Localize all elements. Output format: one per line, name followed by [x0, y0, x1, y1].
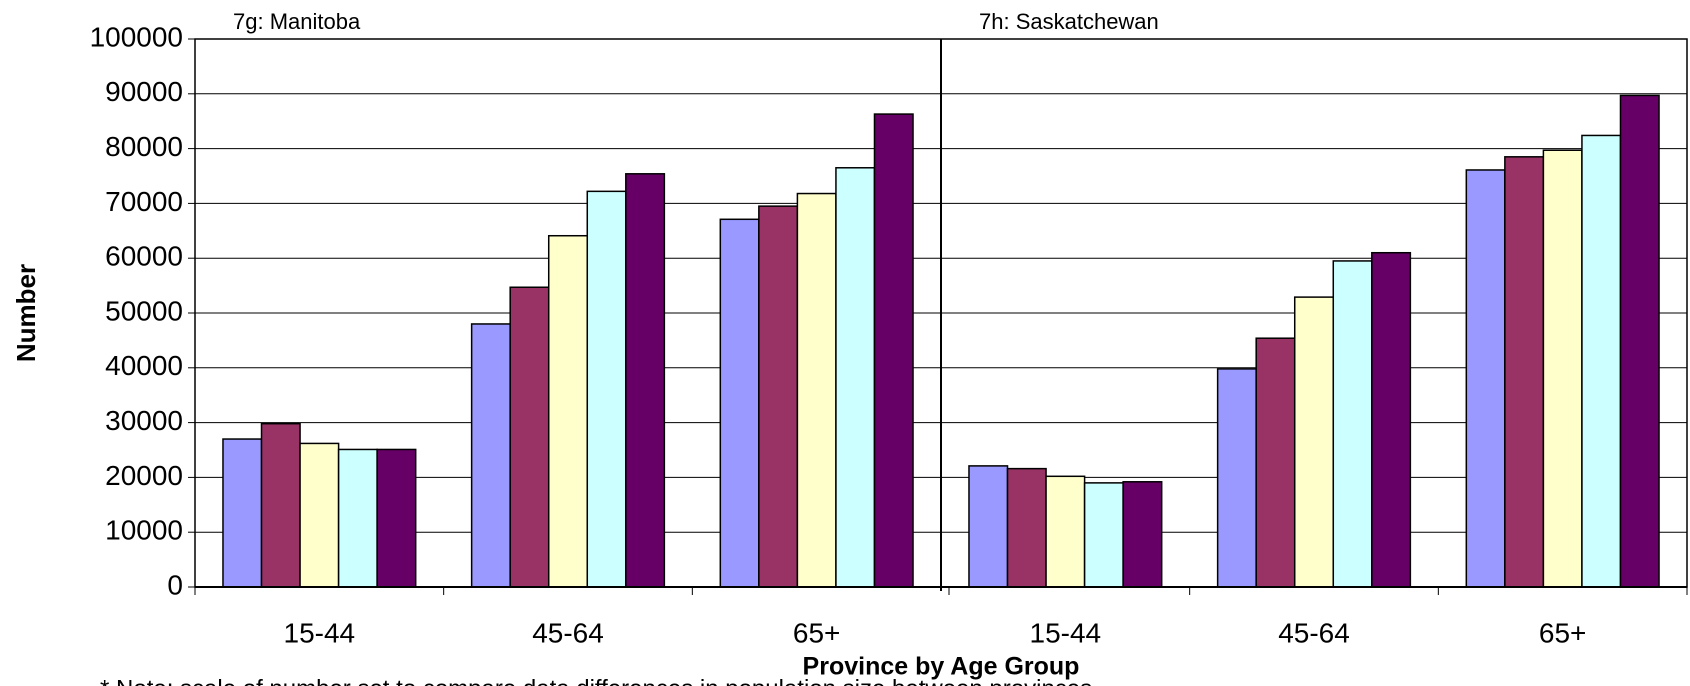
- y-tick-label: 50000: [105, 295, 183, 326]
- bar: [1083, 482, 1124, 588]
- bar: [1581, 134, 1622, 588]
- bar: [1006, 467, 1047, 588]
- bar: [1122, 481, 1163, 588]
- bar: [625, 173, 666, 588]
- y-tick-label: 90000: [105, 76, 183, 107]
- panel-title: 7g: Manitoba: [233, 9, 361, 34]
- bar: [1332, 260, 1373, 588]
- y-tick-label: 100000: [90, 21, 183, 52]
- bar: [586, 190, 627, 588]
- x-axis-title: Province by Age Group: [803, 653, 1080, 681]
- y-tick-label: 20000: [105, 460, 183, 491]
- bar: [337, 448, 378, 588]
- y-tick-label: 10000: [105, 515, 183, 546]
- x-tick-label: 45-64: [1278, 617, 1350, 648]
- y-tick-label: 80000: [105, 131, 183, 162]
- bar: [1465, 169, 1506, 588]
- x-tick-label: 15-44: [1030, 617, 1102, 648]
- y-axis-title: Number: [11, 264, 41, 362]
- bar: [719, 218, 760, 588]
- bar: [1504, 156, 1545, 588]
- y-tick-label: 70000: [105, 186, 183, 217]
- bar: [509, 286, 550, 588]
- bar: [1293, 296, 1335, 588]
- bar: [835, 167, 876, 588]
- bar: [796, 192, 837, 588]
- x-tick-label: 45-64: [532, 617, 604, 648]
- y-tick-label: 40000: [105, 350, 183, 381]
- bar: [1619, 94, 1660, 588]
- bar: [1542, 149, 1583, 588]
- bar: [1255, 337, 1296, 588]
- panel-title: 7h: Saskatchewan: [979, 9, 1159, 34]
- x-tick-label: 65+: [793, 617, 841, 648]
- bar: [968, 465, 1009, 588]
- footnote: * Note: scale of number set to compare d…: [100, 675, 1092, 686]
- y-tick-label: 60000: [105, 241, 183, 272]
- bar: [1371, 251, 1412, 588]
- bar: [547, 234, 589, 588]
- y-tick-label: 30000: [105, 405, 183, 436]
- x-tick-label: 15-44: [284, 617, 356, 648]
- x-tick-label: 65+: [1539, 617, 1587, 648]
- bar: [873, 113, 914, 588]
- bar: [260, 422, 301, 588]
- bar: [1045, 475, 1086, 588]
- bar: [758, 205, 799, 588]
- bar: [222, 438, 263, 588]
- bar: [299, 442, 340, 588]
- y-tick-label: 0: [167, 569, 183, 600]
- bar: [1216, 368, 1257, 588]
- bar: [470, 323, 511, 588]
- bar: [376, 448, 417, 588]
